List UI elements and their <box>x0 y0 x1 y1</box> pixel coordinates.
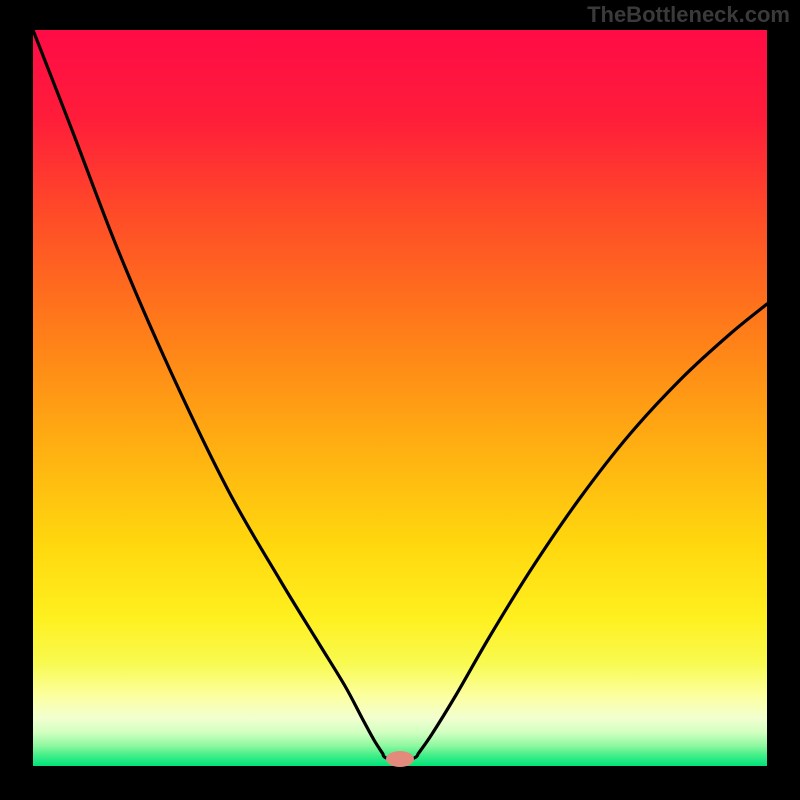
chart-frame: TheBottleneck.com <box>0 0 800 800</box>
optimal-marker <box>386 751 414 767</box>
plot-background <box>33 30 767 766</box>
watermark-label: TheBottleneck.com <box>587 2 790 28</box>
bottleneck-chart <box>0 0 800 800</box>
